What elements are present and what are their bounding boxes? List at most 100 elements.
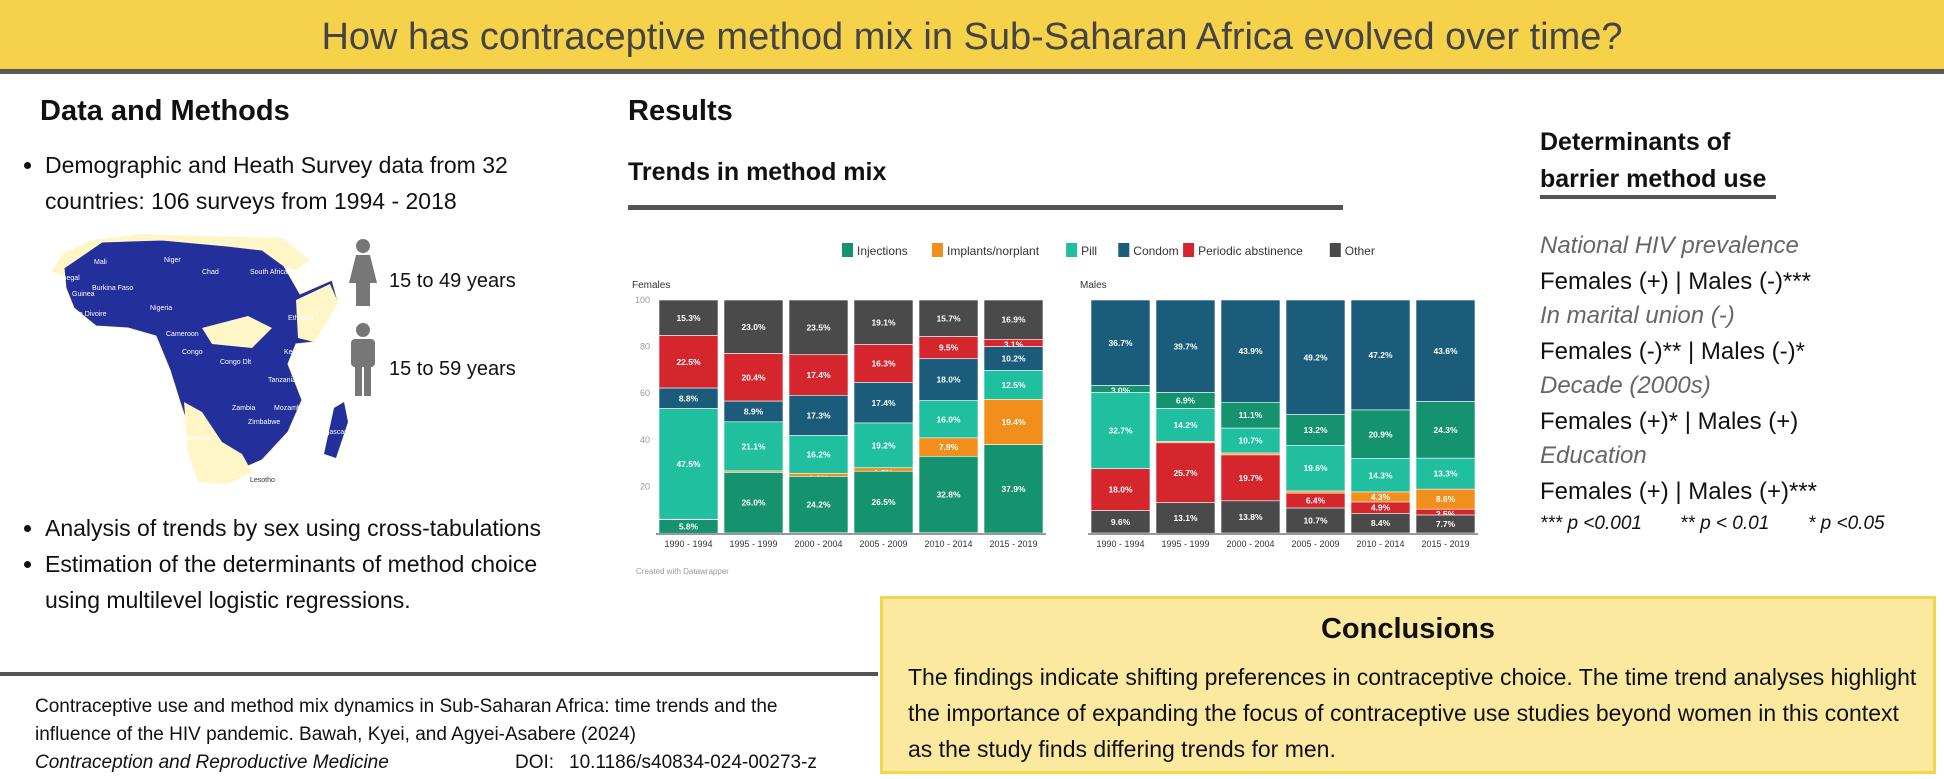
map-label: Congo Dlt xyxy=(220,359,251,366)
bar-segment xyxy=(918,358,979,401)
map-other-horn xyxy=(296,284,338,342)
legend-label: Pill xyxy=(1081,244,1097,258)
map-label: South Africa xyxy=(250,269,288,276)
bar-segment xyxy=(1090,510,1151,534)
methods-bullets-bottom: Analysis of trends by sex using cross-ta… xyxy=(0,510,565,618)
map-label: Namibia xyxy=(184,435,210,442)
bar-data-label: 20.4% xyxy=(741,372,766,382)
legend-swatch xyxy=(1183,243,1195,257)
map-label: Kenya xyxy=(284,349,304,356)
bar-data-label: 17.4% xyxy=(806,370,831,380)
bar-segment xyxy=(723,299,784,354)
bar-data-label: 24.2% xyxy=(806,500,831,510)
bar-data-label: 18.0% xyxy=(1108,485,1133,495)
male-age-label: 15 to 59 years xyxy=(389,358,516,380)
bar-data-label: 32.7% xyxy=(1108,426,1133,436)
citation: Contraceptive use and method mix dynamic… xyxy=(35,693,870,777)
bar-data-label: 5.8% xyxy=(679,521,699,531)
male-person-icon xyxy=(351,323,375,396)
bar-data-label: 10.7% xyxy=(1238,436,1263,446)
bar-data-label: 9.6% xyxy=(1111,517,1131,527)
results-heading: Results xyxy=(628,95,733,127)
bar-segment xyxy=(983,299,1044,340)
map-label: Guinea xyxy=(72,291,95,298)
determinants-heading-line1: Determinants of xyxy=(1540,128,1731,156)
bar-data-label: 20.9% xyxy=(1368,429,1393,439)
bar-segment xyxy=(983,370,1044,400)
africa-map: Mali Niger Chad South Africa Senegal Bur… xyxy=(52,234,348,484)
bar-data-label: 23.5% xyxy=(806,322,831,332)
y-tick-label: 60 xyxy=(640,388,650,398)
bar-data-label: 21.1% xyxy=(741,441,766,451)
y-tick-label: 40 xyxy=(640,435,650,445)
bar-data-label: 4.3% xyxy=(1371,492,1391,502)
bar-segment xyxy=(1415,514,1476,534)
bar-segment xyxy=(853,382,914,424)
x-tick-label: 2015 - 2019 xyxy=(989,539,1037,549)
bar-segment xyxy=(1090,392,1151,469)
x-tick-label: 2010 - 2014 xyxy=(924,539,972,549)
bar-data-label: 17.4% xyxy=(871,398,896,408)
map-label: Niger xyxy=(164,257,181,264)
bar-data-label: 16.0% xyxy=(936,414,961,424)
bar-data-label: 15.3% xyxy=(676,313,701,323)
bar-data-label: 6.9% xyxy=(1176,396,1196,406)
bar-data-label: 16.9% xyxy=(1001,315,1026,325)
bar-segment xyxy=(1285,299,1346,415)
bar-segment xyxy=(788,476,849,534)
bar-segment xyxy=(658,335,719,389)
bar-segment xyxy=(1350,409,1411,459)
bar-segment xyxy=(1415,401,1476,459)
bar-segment xyxy=(788,354,849,396)
map-label: Zambia xyxy=(232,405,255,412)
bar-segment xyxy=(1155,408,1216,442)
y-tick-label: 100 xyxy=(635,295,650,305)
bar-segment xyxy=(918,299,979,337)
det-category-decade: Decade (2000s) xyxy=(1540,372,1711,399)
bar-data-label: 13.1% xyxy=(1173,513,1198,523)
citation-doi-label: DOI: xyxy=(515,752,555,773)
bar-segment xyxy=(1285,445,1346,492)
map-madagascar xyxy=(324,402,348,458)
bar-segment xyxy=(1285,507,1346,534)
det-result-decade: Females (+)* | Males (+) xyxy=(1540,408,1799,435)
bar-segment xyxy=(1220,299,1281,403)
map-label: Cameroon xyxy=(166,331,199,338)
bar-data-label: 43.9% xyxy=(1238,346,1263,356)
bar-data-label: 15.7% xyxy=(936,313,961,323)
bar-data-label: 8.8% xyxy=(679,393,699,403)
x-tick-label: 1995 - 1999 xyxy=(1161,539,1209,549)
bar-data-label: 37.9% xyxy=(1001,484,1026,494)
x-tick-label: 1990 - 1994 xyxy=(664,539,712,549)
det-category-union: In marital union (-) xyxy=(1540,302,1735,329)
bar-data-label: 26.0% xyxy=(741,498,766,508)
map-label: Tanzania xyxy=(268,377,296,384)
det-result-hiv: Females (+) | Males (-)*** xyxy=(1540,268,1811,295)
methods-bullet-determinants: Estimation of the determinants of method… xyxy=(45,546,565,618)
map-label: Nigeria xyxy=(150,305,172,312)
bar-segment xyxy=(788,435,849,474)
bar-data-label: 23.0% xyxy=(741,322,766,332)
det-category-education: Education xyxy=(1540,442,1647,469)
bar-data-label: 14.2% xyxy=(1173,420,1198,430)
bar-data-label: 9.5% xyxy=(939,343,959,353)
legend-swatch xyxy=(932,243,943,257)
y-tick-label: 20 xyxy=(640,481,650,491)
bar-data-label: 47.5% xyxy=(676,459,701,469)
bar-data-label: 19.2% xyxy=(871,440,896,450)
bar-segment xyxy=(658,299,719,336)
bar-data-label: 13.2% xyxy=(1303,425,1328,435)
legend-label: Other xyxy=(1345,244,1375,258)
map-land xyxy=(63,239,339,473)
legend-swatch xyxy=(1329,243,1341,257)
pvalue-001: *** p <0.001 xyxy=(1540,513,1642,534)
bar-segment xyxy=(1090,468,1151,511)
bar-data-label: 47.2% xyxy=(1368,350,1393,360)
female-age-label: 15 to 49 years xyxy=(389,270,516,292)
bar-data-label: 19.7% xyxy=(1238,473,1263,483)
bar-data-label: 26.5% xyxy=(871,497,896,507)
bar-segment xyxy=(1090,299,1151,386)
chart-title: Females xyxy=(632,280,670,291)
bar-data-label: 8.6% xyxy=(1436,494,1456,504)
bar-segment xyxy=(1350,299,1411,411)
